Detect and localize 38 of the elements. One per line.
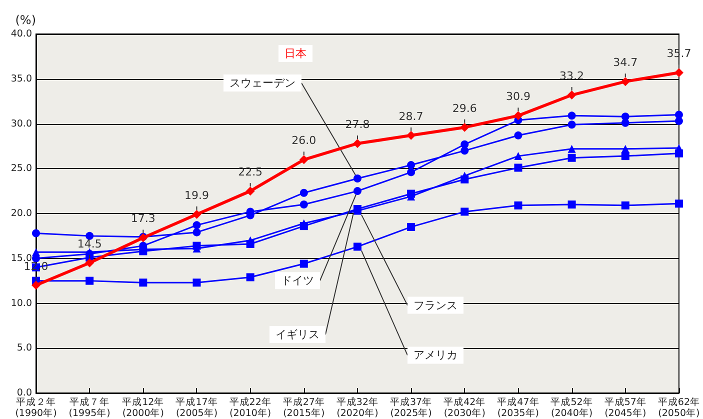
y-tick-label: 20.0 [10,208,32,219]
data-label: 33.2 [560,70,584,83]
data-label: 22.5 [238,166,263,179]
data-label: 14.5 [77,237,102,250]
x-tick-label: 平成７年 (1995年) [68,396,110,419]
x-tick-label: 平成32年 (2020年) [336,396,379,419]
x-tick-label: 平成２年 (1990年) [15,396,57,419]
x-tick-label: 平成47年 (2035年) [497,396,540,419]
x-tick-label: 平成52年 (2040年) [550,396,593,419]
y-tick-label: 30.0 [10,118,32,130]
x-tick-label: 平成37年 (2025年) [390,396,432,419]
text: イギリス [275,328,320,342]
data-label: 19.9 [184,188,209,202]
x-tick-label: 平成17年 (2005年) [176,396,218,419]
x-tick-label: 平成42年 (2030年) [444,396,486,419]
x-tick-label: 平成12年 (2000年) [122,396,164,419]
x-tick-label: 平成22年 (2010年) [229,396,272,419]
x-tick-label: 平成62年 (2050年) [658,396,700,419]
y-axis-title: (%) [15,13,36,27]
y-tick-label: 10.0 [10,298,32,309]
y-tick-label: 0.0 [16,388,32,398]
data-label: 26.0 [292,134,316,148]
text: スウェーデン [229,76,296,90]
text: アメリカ [413,348,458,362]
text: ドイツ [280,274,314,288]
data-label: 28.7 [398,110,424,123]
y-tick-label: 40.0 [10,28,32,40]
x-tick-label: 平成27年 (2015年) [282,396,325,419]
x-tick-label: 平成57年 (2045年) [604,396,646,419]
data-label: 29.6 [452,102,477,115]
y-tick-label: 35.0 [10,73,32,84]
text: 日本 [284,46,306,60]
data-label: 34.7 [613,56,638,70]
y-tick-label: 25.0 [10,163,32,174]
data-label: 30.9 [506,90,530,104]
y-tick-label: 5.0 [16,342,32,354]
data-label: 17.3 [130,212,156,226]
text: フランス [413,298,458,312]
